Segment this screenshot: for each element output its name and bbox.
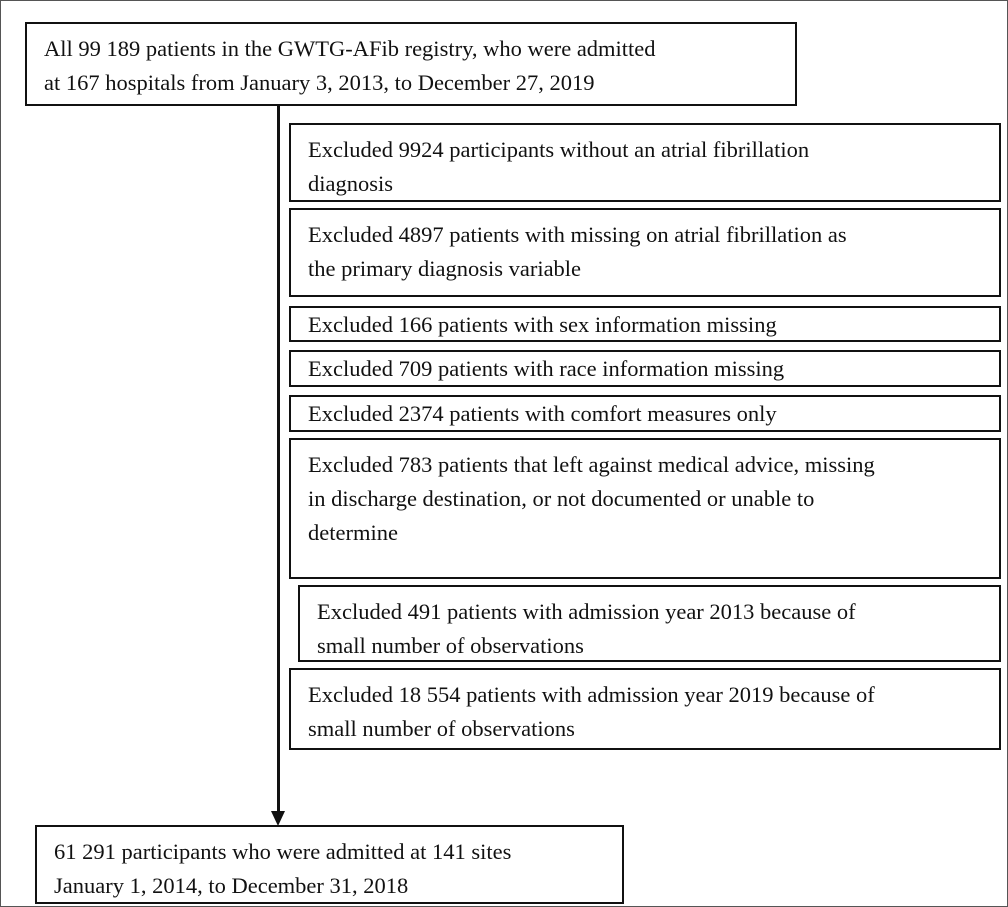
box-text: small number of observations [308, 716, 575, 741]
exclusion-box: Excluded 9924 participants without an at… [289, 123, 1001, 202]
box-text: Excluded 18 554 patients with admission … [308, 682, 875, 707]
box-text: Excluded 4897 patients with missing on a… [308, 222, 847, 247]
box-text: at 167 hospitals from January 3, 2013, t… [44, 70, 595, 95]
arrow-head [271, 811, 285, 826]
box-text: Excluded 783 patients that left against … [308, 452, 875, 477]
exclusion-box: Excluded 709 patients with race informat… [289, 350, 1001, 387]
exclusion-box: Excluded 166 patients with sex informati… [289, 306, 1001, 342]
box-text: January 1, 2014, to December 31, 2018 [54, 873, 409, 898]
box-text: Excluded 491 patients with admission yea… [317, 599, 856, 624]
exclusion-box: Excluded 4897 patients with missing on a… [289, 208, 1001, 297]
box-text: the primary diagnosis variable [308, 256, 582, 281]
exclusion-box: Excluded 783 patients that left against … [289, 438, 1001, 579]
start-box: All 99 189 patients in the GWTG-AFib reg… [25, 22, 797, 106]
exclusion-box: Excluded 18 554 patients with admission … [289, 668, 1001, 750]
result-box: 61 291 participants who were admitted at… [35, 825, 624, 904]
box-text: determine [308, 520, 398, 545]
box-text: in discharge destination, or not documen… [308, 486, 815, 511]
exclusion-box: Excluded 2374 patients with comfort meas… [289, 395, 1001, 432]
box-text: 61 291 participants who were admitted at… [54, 839, 512, 864]
box-text: Excluded 9924 participants without an at… [308, 137, 810, 162]
box-text: small number of observations [317, 633, 584, 658]
box-text: diagnosis [308, 171, 394, 196]
box-text: Excluded 166 patients with sex informati… [308, 312, 777, 337]
flow-arrow [277, 105, 280, 815]
box-text: Excluded 709 patients with race informat… [308, 356, 785, 381]
box-text: Excluded 2374 patients with comfort meas… [308, 401, 777, 426]
exclusion-box: Excluded 491 patients with admission yea… [298, 585, 1001, 662]
box-text: All 99 189 patients in the GWTG-AFib reg… [44, 36, 656, 61]
